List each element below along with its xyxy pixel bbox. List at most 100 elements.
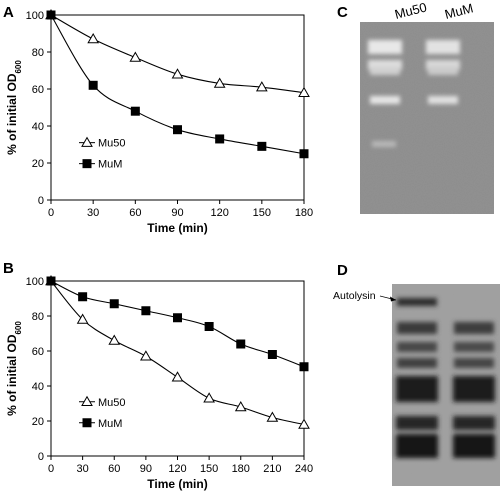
chart-b-point-mu50 xyxy=(76,313,89,324)
gel-d-band xyxy=(453,376,495,402)
chart-b-x-tick-label: 180 xyxy=(232,463,250,475)
chart-a-point-mu50 xyxy=(255,81,268,92)
chart-b-point-mum xyxy=(173,313,182,323)
gel-c-image: C Mu50 MuM xyxy=(337,0,494,214)
chart-b-point-mu50 xyxy=(298,418,310,429)
chart-b-x-tick-label: 30 xyxy=(77,463,89,475)
chart-b-y-tick-label: 0 xyxy=(38,451,44,463)
chart-b-x-tick-label: 120 xyxy=(168,463,186,475)
gel-c-band xyxy=(426,60,460,70)
panel-letter-a: A xyxy=(3,4,14,21)
gel-c-bands xyxy=(368,40,460,147)
panel-letter-d: D xyxy=(337,262,348,279)
gel-d-band xyxy=(396,376,438,402)
chart-b-y-tick-label: 100 xyxy=(26,276,44,288)
chart-b-legend-label-mu50: Mu50 xyxy=(98,397,126,409)
chart-a-x-tick-label: 120 xyxy=(210,207,228,219)
gel-c-band xyxy=(370,67,400,75)
gel-c-band xyxy=(428,96,458,104)
chart-a-y-tick-label: 80 xyxy=(32,47,44,59)
gel-d-band xyxy=(396,434,438,458)
chart-a-x-tick-label: 60 xyxy=(129,207,141,219)
chart-a-y-tick-label: 0 xyxy=(38,195,44,207)
chart-b-point-mu50 xyxy=(203,392,215,403)
chart-a-legend-marker-mu50 xyxy=(81,136,93,147)
gel-d-band xyxy=(453,416,495,430)
chart-b-point-mu50 xyxy=(266,411,279,422)
chart-b-series-line-mum xyxy=(50,280,305,368)
chart-a-y-axis-title: % of initial OD600 xyxy=(5,60,23,155)
chart-a-x-tick-label: 90 xyxy=(171,207,183,219)
chart-b-point-mum xyxy=(204,322,214,331)
chart-b-legend-marker-mu50 xyxy=(81,395,93,406)
chart-a-legend-marker-mum xyxy=(82,159,92,169)
chart-a-point-mum xyxy=(299,149,309,159)
chart-b-y-tick-label: 40 xyxy=(32,381,44,393)
chart-b-legend-marker-mum xyxy=(82,418,92,428)
gel-c-band xyxy=(372,141,396,147)
gel-c-band xyxy=(428,67,458,75)
chart-a-x-tick-label: 0 xyxy=(48,207,54,219)
gel-c-band xyxy=(370,96,400,104)
chart-b-y-tick-label: 20 xyxy=(32,416,44,428)
chart-b-point-mum xyxy=(299,362,309,372)
chart-a-point-mum xyxy=(257,141,267,151)
chart-b-point-mum xyxy=(236,339,246,349)
gel-c-lane-label-mu50: Mu50 xyxy=(393,0,428,22)
chart-a-point-mu50 xyxy=(213,77,226,88)
chart-a-point-mu50 xyxy=(129,51,142,62)
chart-b-x-tick-label: 210 xyxy=(263,463,281,475)
chart-a-x-tick-label: 150 xyxy=(253,207,271,219)
chart-b-x-tick-label: 0 xyxy=(48,463,54,475)
gel-d-band xyxy=(454,322,494,334)
chart-a-x-tick-label: 30 xyxy=(87,207,99,219)
gel-c-lane-label-mum: MuM xyxy=(443,0,475,22)
chart-b-x-tick-label: 150 xyxy=(200,463,218,475)
chart-a-y-tick-label: 100 xyxy=(26,10,44,22)
chart-a-point-mu50 xyxy=(171,68,184,79)
chart-b-y-tick-label: 60 xyxy=(32,346,44,358)
chart-b-point-mum xyxy=(109,299,119,309)
chart-b-x-tick-label: 90 xyxy=(140,463,152,475)
chart-a-legend-label-mum: MuM xyxy=(98,159,122,171)
chart-b-point-mu50 xyxy=(234,400,247,412)
gel-c-band xyxy=(368,40,402,54)
chart-b-point-mum xyxy=(141,306,151,316)
chart-b: B 0 20 40 60 80 100 0 30 60 90 120 150 180 210 240 Time… xyxy=(3,260,313,491)
chart-b-x-tick-label: 60 xyxy=(108,463,120,475)
chart-b-point-mu50 xyxy=(140,350,152,361)
gel-d-band xyxy=(454,358,494,368)
chart-a-x-tick-label: 180 xyxy=(295,207,313,219)
chart-b-plot-frame xyxy=(50,280,305,457)
gel-d-band xyxy=(453,434,495,458)
gel-d-autolysin-label: Autolysin xyxy=(333,290,376,302)
chart-b-x-axis-title: Time (min) xyxy=(147,477,207,491)
chart-a-y-tick-label: 20 xyxy=(32,158,44,170)
gel-d-arrowhead-icon xyxy=(390,296,396,302)
chart-a-point-mum xyxy=(46,10,56,20)
chart-a-point-mu50 xyxy=(87,33,100,44)
chart-a-point-mu50 xyxy=(298,86,310,97)
gel-d-band xyxy=(396,416,438,430)
gel-d-band xyxy=(397,322,437,334)
panel-letter-b: B xyxy=(3,260,14,277)
chart-b-point-mum xyxy=(46,276,56,286)
chart-b-y-axis-title: % of initial OD600 xyxy=(5,321,23,416)
gel-d-band xyxy=(454,342,494,352)
chart-a-point-mum xyxy=(130,106,140,116)
gel-d-band xyxy=(397,358,437,368)
chart-b-legend-label-mum: MuM xyxy=(98,418,122,430)
chart-a-point-mum xyxy=(88,80,98,90)
chart-a-point-mum xyxy=(173,125,182,135)
gel-c-band xyxy=(368,60,402,70)
gel-d-bands xyxy=(396,298,495,458)
chart-a-x-axis-title: Time (min) xyxy=(147,221,207,235)
chart-a: A 0 20 40 60 80 100 0 30 60 90 120 150 180 Time (min)… xyxy=(3,4,313,235)
chart-a-point-mum xyxy=(215,134,225,144)
chart-a-y-tick-label: 60 xyxy=(32,84,44,96)
chart-b-point-mum xyxy=(78,292,88,302)
gel-c-band xyxy=(426,40,460,54)
chart-b-y-tick-label: 80 xyxy=(32,311,44,323)
chart-b-point-mu50 xyxy=(171,371,184,382)
gel-d-band-autolysin xyxy=(397,298,437,306)
